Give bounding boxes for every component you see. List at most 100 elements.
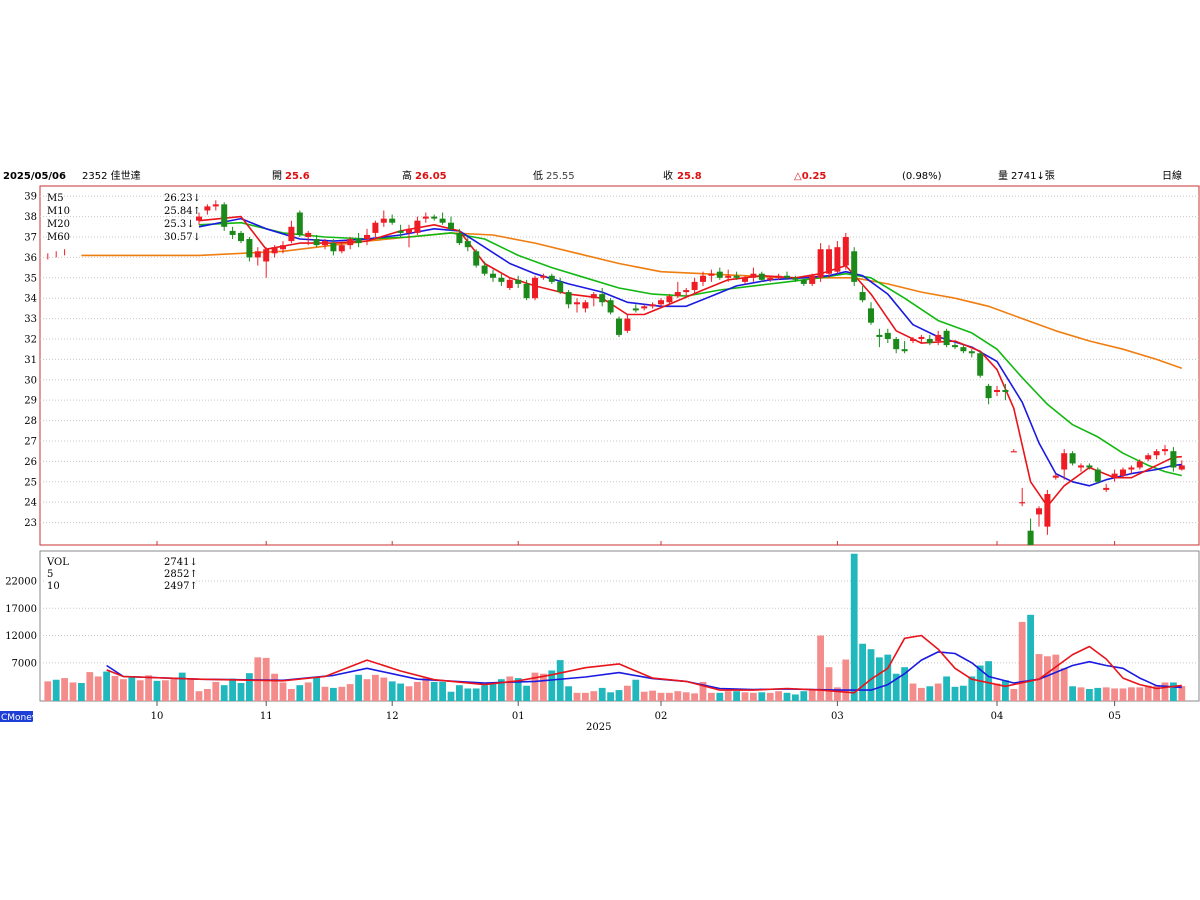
candle-body [767, 277, 774, 280]
volume-bar [405, 686, 413, 701]
volume-bar [817, 635, 824, 701]
volume-bar [1178, 686, 1186, 701]
candle-body [658, 300, 664, 305]
candle-body [674, 292, 681, 297]
volume-bar [556, 660, 564, 701]
candle-body [431, 216, 438, 219]
volume-legend-bg [44, 555, 194, 593]
header-volume-value: 2741↓張 [1011, 170, 1055, 182]
volume-bar [44, 681, 52, 701]
candle-body [1103, 487, 1110, 490]
vol-ma10-line [106, 651, 1182, 691]
candle-body [305, 232, 312, 237]
candle-body [1153, 451, 1160, 456]
header-high-value: 26.05 [415, 171, 447, 182]
volume-bar [901, 667, 908, 701]
legend-vol-name: VOL [46, 557, 69, 568]
candle-body [271, 247, 278, 254]
volume-bar [808, 690, 816, 701]
volume-bar [78, 683, 85, 701]
price-tick-label: 35 [24, 273, 37, 284]
x-axis: 10 11 12 01 02 03 04 05 [151, 701, 1121, 722]
candle-body [1162, 449, 1168, 452]
legend-m20-name: M20 [47, 219, 70, 230]
x-month-label: 01 [512, 711, 525, 722]
x-month-label: 12 [386, 711, 399, 722]
volume-bar [514, 678, 522, 701]
candle-body [372, 222, 379, 233]
candle-body [448, 222, 454, 229]
candle-body [859, 292, 866, 301]
volume-bar [296, 685, 304, 701]
candle-body [666, 296, 673, 303]
volume-bar [632, 679, 640, 701]
candle-body [809, 275, 816, 284]
header-bar: 2025/05/06 2352 佳世達 開 25.6 高 26.05 低 25.… [3, 169, 1182, 182]
candle-body [968, 351, 975, 354]
volume-bar [94, 676, 102, 701]
candle-body [1178, 465, 1185, 470]
candle-body [1145, 455, 1152, 460]
candle-body [574, 302, 580, 305]
volume-bar [212, 681, 220, 701]
volume-bar [682, 692, 690, 701]
volume-bar [766, 692, 774, 701]
volume-bar [414, 681, 421, 701]
volume-bar [1128, 687, 1135, 701]
volume-bar [447, 691, 455, 701]
candle-body [464, 241, 471, 248]
volume-tick-label: 12000 [5, 631, 37, 642]
x-month-label: 02 [655, 711, 668, 722]
volume-bar [86, 672, 94, 701]
volume-bar [464, 688, 472, 701]
volume-bar [1102, 687, 1110, 701]
candle-body [1036, 508, 1042, 515]
volume-bar [666, 692, 673, 701]
volume-bar [220, 685, 228, 701]
candle-body [422, 216, 429, 219]
volume-bar [1086, 689, 1093, 701]
candle-body [212, 204, 219, 207]
volume-bar [523, 685, 530, 701]
volume-bar [1027, 614, 1034, 701]
volume-bar [498, 679, 505, 701]
candle-body [641, 306, 648, 309]
header-open-value: 25.6 [285, 171, 310, 182]
volume-bar [506, 676, 514, 701]
volume-panel: 7000 12000 17000 22000 VOL 2741↓ 5 2852↑ 10… [5, 550, 1200, 702]
candle-body [876, 334, 883, 337]
candle-body [1027, 530, 1034, 545]
volume-bar [792, 694, 799, 701]
header-period[interactable]: 日線 [1162, 169, 1182, 182]
candle-body [834, 247, 841, 272]
volume-bar [1060, 668, 1068, 701]
candle-body [784, 275, 790, 278]
volume-bar [195, 691, 203, 701]
candle-body [918, 336, 925, 339]
brand-text: CMoney [1, 713, 38, 723]
volume-bar [674, 691, 682, 701]
candle-body [800, 279, 807, 284]
price-tick-label: 34 [24, 294, 37, 305]
volume-bar [279, 682, 287, 701]
brand-badge-bg [0, 711, 33, 722]
volume-bar [859, 643, 866, 701]
volume-bar [162, 680, 169, 701]
header-change: △0.25 [794, 171, 826, 182]
volume-ma-5 [106, 634, 1182, 694]
candle-body [935, 334, 942, 342]
volume-bar [304, 682, 312, 701]
candle-body [221, 204, 228, 227]
volume-bar [422, 678, 430, 701]
volume-bar [1153, 685, 1160, 701]
candle-body [313, 239, 320, 246]
volume-bar [1111, 688, 1118, 701]
volume-bar [775, 691, 782, 701]
price-tick-label: 38 [24, 212, 37, 223]
volume-bar [607, 692, 614, 701]
legend-m10-name: M10 [47, 206, 70, 217]
volume-bar [1144, 685, 1152, 701]
volume-bar [934, 683, 942, 701]
volume-bar [397, 683, 404, 701]
